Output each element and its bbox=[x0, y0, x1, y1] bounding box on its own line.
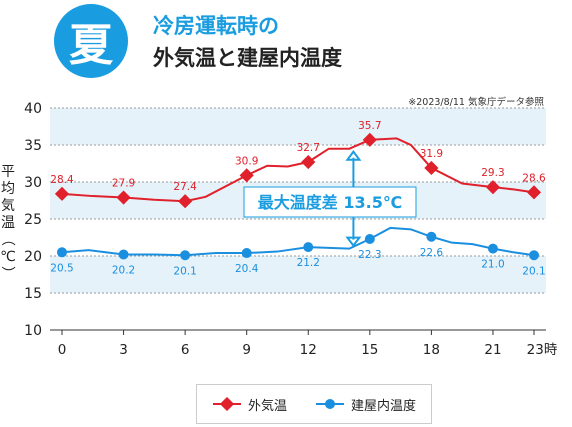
outdoor-point-5 bbox=[362, 132, 377, 147]
source-note: ※2023/8/11 気象庁データ参照 bbox=[408, 97, 544, 108]
legend-outdoor-marker bbox=[212, 397, 241, 411]
outdoor-label-7: 29.3 bbox=[481, 167, 504, 179]
chart-title-line1: 冷房運転時の bbox=[153, 14, 279, 38]
x-tick-15: 15 bbox=[361, 342, 378, 358]
x-tick-12: 12 bbox=[300, 342, 317, 358]
y-tick-10: 10 bbox=[24, 323, 42, 339]
legend-item-outdoor: 外気温 bbox=[212, 395, 287, 414]
indoor-label-7: 21.0 bbox=[481, 259, 504, 271]
y-axis-title-char-2: 気 bbox=[1, 198, 15, 214]
series-1-line bbox=[61, 226, 535, 257]
max-diff-label: 最大温度差 13.5℃ bbox=[258, 193, 402, 212]
outdoor-label-6: 31.9 bbox=[420, 148, 443, 160]
y-tick-25: 25 bbox=[24, 212, 42, 228]
season-badge: 夏 bbox=[54, 4, 128, 78]
indoor-label-4: 21.2 bbox=[297, 257, 320, 269]
y-tick-15: 15 bbox=[24, 286, 42, 302]
indoor-point-4 bbox=[303, 242, 314, 253]
outdoor-label-5: 35.7 bbox=[358, 120, 381, 132]
outdoor-point-8 bbox=[526, 185, 542, 200]
max-diff-arrow-head-top bbox=[345, 150, 362, 161]
x-tick-21: 21 bbox=[484, 342, 501, 358]
legend-outdoor-label: 外気温 bbox=[247, 398, 287, 414]
outdoor-label-1: 27.9 bbox=[112, 178, 135, 190]
y-tick-30: 30 bbox=[24, 175, 42, 191]
outdoor-label-0: 28.4 bbox=[50, 174, 74, 186]
band-2 bbox=[50, 108, 546, 145]
legend-indoor-label: 建屋内温度 bbox=[351, 398, 417, 414]
x-tick-0: 0 bbox=[58, 342, 67, 358]
x-tick-23: 23時 bbox=[527, 342, 558, 358]
outdoor-label-3: 30.9 bbox=[235, 155, 258, 167]
y-tick-40: 40 bbox=[24, 101, 42, 117]
indoor-label-1: 20.2 bbox=[112, 265, 135, 277]
outdoor-point-2 bbox=[178, 194, 193, 209]
indoor-point-0 bbox=[57, 247, 67, 258]
y-axis-title-char-3: 温 bbox=[1, 215, 15, 231]
y-axis-title-char-1: 均 bbox=[1, 181, 15, 197]
indoor-point-1 bbox=[118, 249, 129, 260]
max-diff-arrow-head-bottom bbox=[345, 236, 362, 248]
band-0 bbox=[50, 256, 546, 293]
outdoor-label-2: 27.4 bbox=[173, 181, 197, 193]
y-tick-35: 35 bbox=[24, 138, 42, 154]
indoor-point-3 bbox=[241, 248, 252, 259]
outdoor-point-6 bbox=[424, 160, 439, 176]
indoor-point-7 bbox=[487, 243, 498, 254]
indoor-label-5: 22.3 bbox=[358, 249, 381, 261]
indoor-label-0: 20.5 bbox=[50, 262, 73, 274]
y-axis-title-char-6: ） bbox=[0, 266, 15, 280]
indoor-point-6 bbox=[426, 231, 437, 242]
series-0-line bbox=[61, 137, 535, 203]
indoor-point-8 bbox=[529, 250, 539, 261]
max-diff-label-box bbox=[243, 186, 417, 218]
outdoor-point-4 bbox=[301, 154, 316, 170]
x-tick-18: 18 bbox=[423, 342, 440, 358]
indoor-label-8: 20.1 bbox=[522, 265, 545, 277]
chart-title-line2: 外気温と建屋内温度 bbox=[153, 46, 342, 70]
y-axis-title-char-0: 平 bbox=[1, 164, 15, 180]
y-axis-title-char-4: （ bbox=[0, 232, 15, 246]
outdoor-point-3 bbox=[239, 168, 254, 183]
outdoor-label-8: 28.6 bbox=[522, 172, 546, 184]
indoor-point-5 bbox=[364, 233, 375, 244]
legend-item-indoor: 建屋内温度 bbox=[315, 395, 416, 414]
legend-indoor-marker bbox=[316, 399, 344, 409]
outdoor-label-4: 32.7 bbox=[297, 142, 320, 154]
indoor-point-2 bbox=[180, 250, 191, 261]
indoor-label-3: 20.4 bbox=[235, 263, 259, 275]
x-tick-3: 3 bbox=[119, 342, 128, 358]
x-tick-9: 9 bbox=[242, 342, 251, 358]
legend: 外気温 建屋内温度 bbox=[196, 384, 432, 424]
outdoor-point-7 bbox=[485, 180, 501, 195]
indoor-label-2: 20.1 bbox=[173, 265, 196, 277]
season-char: 夏 bbox=[69, 20, 113, 71]
y-axis-title-char-5: ℃ bbox=[0, 249, 16, 265]
indoor-label-6: 22.6 bbox=[420, 247, 444, 259]
y-tick-20: 20 bbox=[24, 249, 42, 265]
x-tick-6: 6 bbox=[181, 342, 190, 358]
